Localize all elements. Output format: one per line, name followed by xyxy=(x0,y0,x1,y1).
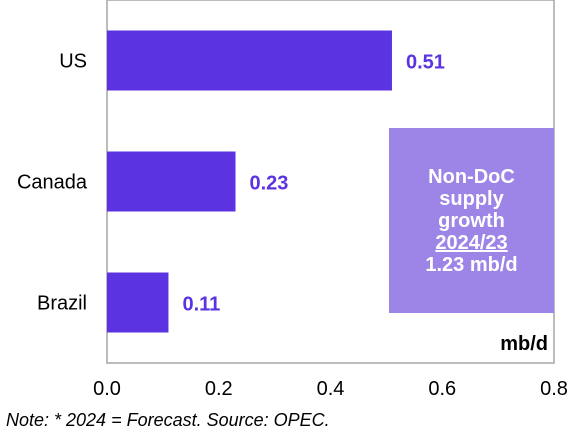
x-tick-label: 0.2 xyxy=(205,378,233,400)
callout-line-4: 2024/23 xyxy=(435,231,508,254)
category-label-canada: Canada xyxy=(17,172,88,194)
data-label-brazil: 0.11 xyxy=(182,294,220,316)
supply-growth-callout: Non-DoC supply growth 2024/23 1.23 mb/d xyxy=(389,128,554,313)
callout-line-5: 1.23 mb/d xyxy=(425,253,518,276)
x-tick-label: 0.0 xyxy=(93,378,121,400)
category-label-brazil: Brazil xyxy=(37,293,87,315)
data-label-canada: 0.23 xyxy=(250,173,289,195)
unit-label: mb/d xyxy=(500,333,548,355)
bar-us xyxy=(107,30,392,91)
bar-canada xyxy=(107,151,236,212)
source-note: Note: * 2024 = Forecast. Source: OPEC. xyxy=(6,410,330,430)
callout-line-3: growth xyxy=(438,209,505,232)
data-label-us: 0.51 xyxy=(406,52,445,74)
category-label-us: US xyxy=(59,51,87,73)
callout-line-2: supply xyxy=(439,187,504,210)
x-tick-label: 0.8 xyxy=(540,378,568,400)
callout-line-1: Non-DoC xyxy=(428,165,515,188)
x-tick-label: 0.6 xyxy=(428,378,456,400)
x-tick-label: 0.4 xyxy=(317,378,345,400)
bar-brazil xyxy=(107,272,169,333)
